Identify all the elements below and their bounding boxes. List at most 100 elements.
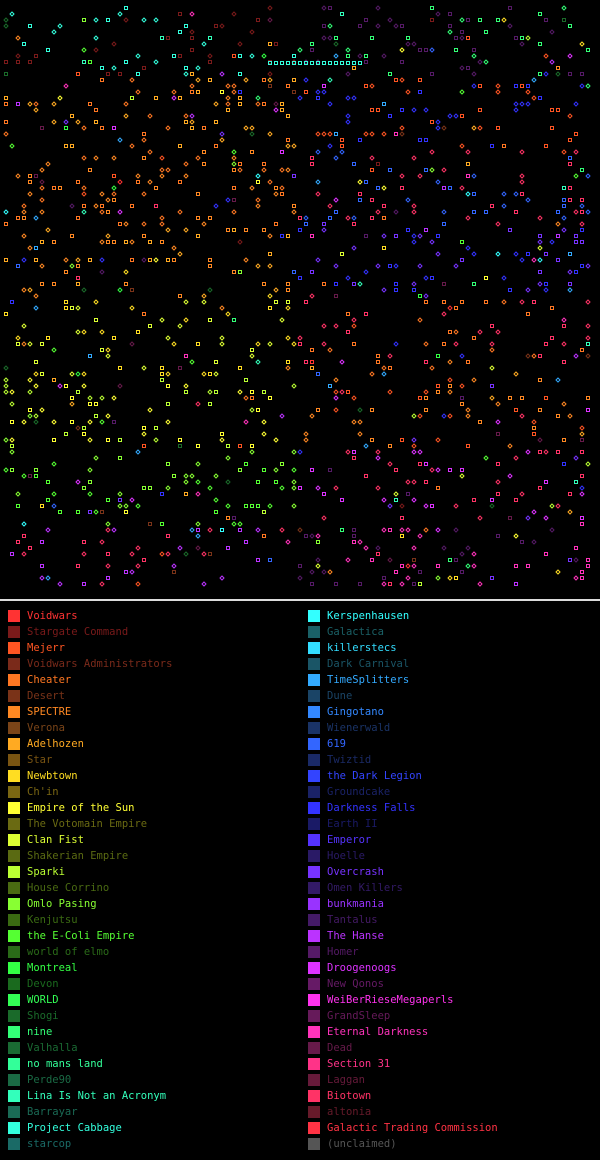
star-system bbox=[99, 269, 105, 275]
star-system bbox=[580, 168, 584, 172]
star-system bbox=[429, 47, 435, 53]
star-system bbox=[418, 78, 422, 82]
legend-swatch bbox=[8, 786, 20, 798]
legend-swatch bbox=[308, 994, 320, 1006]
star-system bbox=[549, 29, 555, 35]
star-system bbox=[489, 341, 495, 347]
star-system bbox=[303, 431, 309, 437]
star-system bbox=[291, 479, 297, 485]
star-system bbox=[105, 563, 111, 569]
star-system bbox=[364, 84, 368, 88]
star-system bbox=[280, 102, 284, 106]
star-system bbox=[357, 53, 363, 59]
star-system bbox=[579, 491, 585, 497]
star-system bbox=[297, 335, 303, 341]
star-system bbox=[351, 323, 357, 329]
star-system bbox=[195, 155, 201, 161]
star-system bbox=[388, 444, 392, 448]
star-system bbox=[316, 96, 320, 100]
star-system bbox=[33, 101, 39, 107]
star-system bbox=[339, 149, 345, 155]
star-system bbox=[370, 558, 374, 562]
star-system bbox=[328, 61, 332, 65]
legend-label: Voidwars Administrators bbox=[27, 658, 173, 670]
star-system bbox=[159, 317, 165, 323]
star-system bbox=[351, 95, 357, 101]
legend-item: Omen Killers bbox=[308, 880, 600, 896]
star-system bbox=[460, 30, 464, 34]
star-system bbox=[159, 173, 165, 179]
star-system bbox=[519, 173, 525, 179]
star-system bbox=[76, 510, 80, 514]
star-system bbox=[411, 239, 417, 245]
star-system bbox=[207, 389, 213, 395]
star-system bbox=[430, 18, 434, 22]
star-system bbox=[358, 24, 362, 28]
star-system bbox=[28, 60, 32, 64]
star-system bbox=[394, 468, 398, 472]
star-system bbox=[460, 468, 464, 472]
star-system bbox=[177, 251, 183, 257]
star-system bbox=[16, 102, 20, 106]
legend-swatch bbox=[8, 850, 20, 862]
star-system bbox=[244, 540, 248, 544]
star-system bbox=[93, 47, 99, 53]
legend-item: Dead bbox=[308, 1040, 600, 1056]
star-system bbox=[178, 444, 182, 448]
star-system bbox=[27, 341, 33, 347]
galaxy-map[interactable] bbox=[0, 0, 600, 598]
star-system bbox=[196, 528, 200, 532]
star-system bbox=[231, 149, 237, 155]
legend-item: House Corrino bbox=[8, 880, 300, 896]
star-system bbox=[580, 516, 584, 520]
star-system bbox=[165, 419, 171, 425]
star-system bbox=[189, 119, 195, 125]
legend-swatch bbox=[308, 690, 320, 702]
star-system bbox=[111, 185, 117, 191]
star-system bbox=[364, 60, 368, 64]
star-system bbox=[75, 329, 81, 335]
legend-label: GrandSleep bbox=[327, 1010, 391, 1022]
star-system bbox=[81, 551, 87, 557]
star-system bbox=[268, 84, 272, 88]
star-system bbox=[561, 341, 567, 347]
star-system bbox=[573, 149, 579, 155]
star-system bbox=[51, 461, 57, 467]
star-system bbox=[496, 492, 500, 496]
star-system bbox=[369, 155, 375, 161]
star-system bbox=[405, 41, 411, 47]
star-system bbox=[105, 353, 111, 359]
legend-label: WeiBerRieseMegaperls bbox=[327, 994, 454, 1006]
star-system bbox=[118, 222, 122, 226]
star-system bbox=[141, 365, 147, 371]
star-system bbox=[81, 287, 87, 293]
star-system bbox=[561, 401, 567, 407]
legend-swatch bbox=[8, 1138, 20, 1150]
star-system bbox=[339, 359, 345, 365]
star-system bbox=[27, 389, 33, 395]
star-system bbox=[460, 300, 464, 304]
star-system bbox=[142, 132, 146, 136]
star-system bbox=[465, 215, 471, 221]
star-system bbox=[513, 191, 519, 197]
star-system bbox=[190, 90, 194, 94]
legend-swatch bbox=[8, 818, 20, 830]
legend-label: Overcrash bbox=[327, 866, 384, 878]
star-system bbox=[316, 408, 320, 412]
star-system bbox=[399, 581, 405, 587]
legend-item: Lina Is Not an Acronym bbox=[8, 1088, 300, 1104]
star-system bbox=[478, 18, 482, 22]
star-system bbox=[99, 419, 105, 425]
star-system bbox=[292, 90, 296, 94]
star-system bbox=[64, 432, 68, 436]
star-system bbox=[111, 395, 117, 401]
star-system bbox=[249, 449, 255, 455]
star-system bbox=[520, 192, 524, 196]
star-system bbox=[297, 47, 303, 53]
star-system bbox=[22, 216, 26, 220]
star-system bbox=[322, 492, 326, 496]
star-system bbox=[393, 23, 399, 29]
star-system bbox=[34, 54, 38, 58]
star-system bbox=[586, 48, 590, 52]
star-system bbox=[315, 179, 321, 185]
